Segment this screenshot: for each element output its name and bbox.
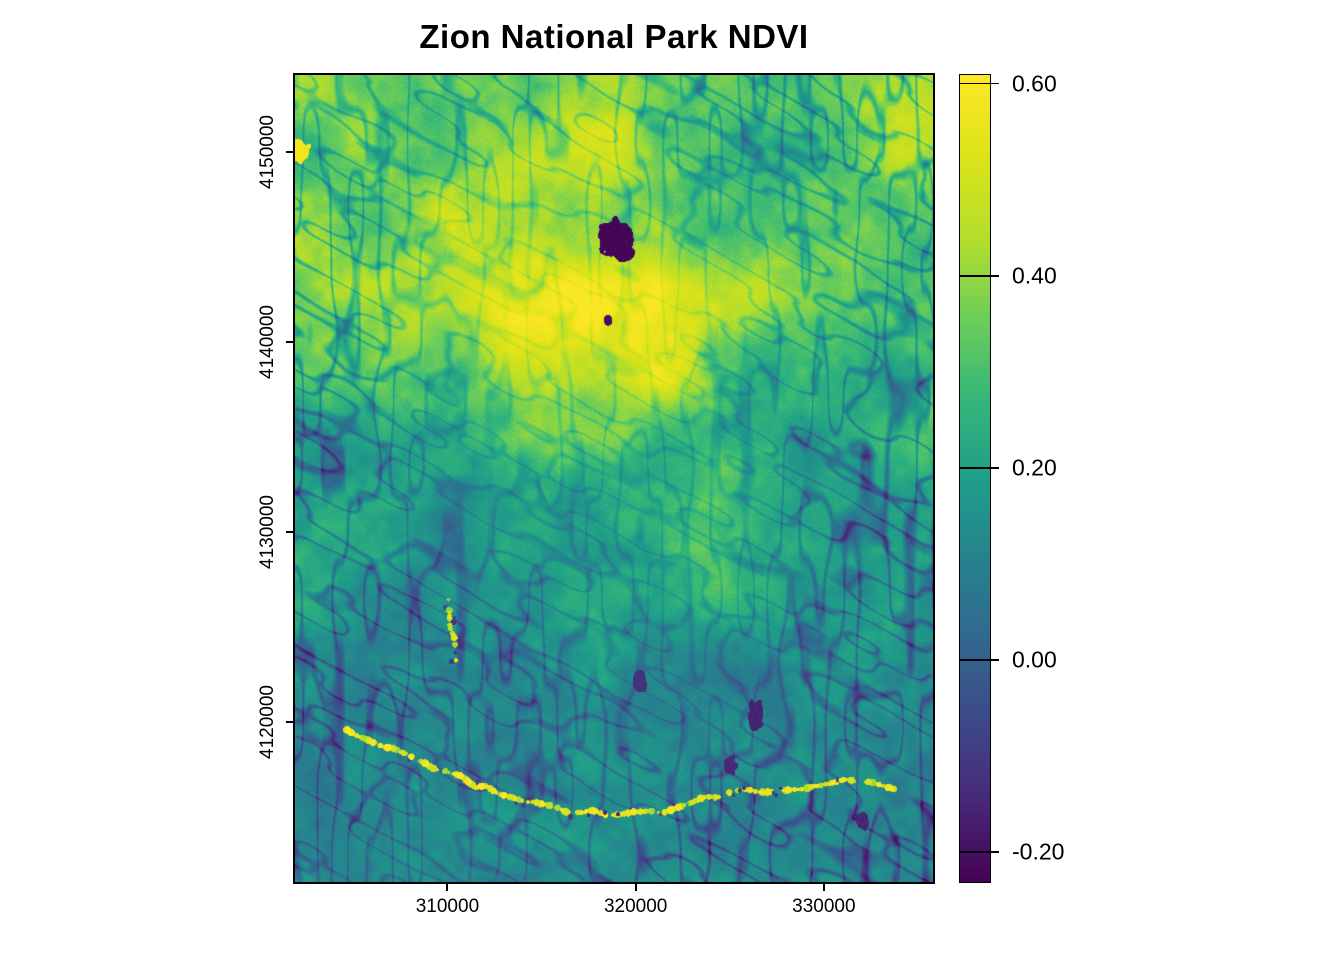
x-axis-tick [634,882,637,891]
y-axis-tick-label: 4120000 [257,685,278,760]
x-axis-tick [822,882,825,891]
x-axis-tick-label: 320000 [603,896,668,917]
y-axis-tick [286,721,295,724]
colorbar-tick-label: 0.00 [1012,646,1057,673]
colorbar-tick [990,467,999,469]
colorbar-tick [990,275,999,277]
y-axis-tick [286,150,295,153]
colorbar-tick [990,82,999,85]
y-axis-tick-label: 4150000 [257,115,278,189]
colorbar-segment-line [960,82,990,85]
colorbar [958,73,991,883]
colorbar-segment-line [960,467,990,469]
x-axis-tick-label: 310000 [415,896,480,917]
x-axis-tick-label: 330000 [792,896,856,917]
colorbar-gradient-canvas [959,74,990,882]
y-axis-tick-label: 4130000 [257,495,278,570]
ndvi-map-panel [293,73,935,884]
chart-title: Zion National Park NDVI [419,18,809,55]
y-axis-tick-label: 4140000 [257,305,278,380]
x-axis-tick [446,882,449,891]
colorbar-tick-label: 0.60 [1012,70,1057,97]
colorbar-tick-label: 0.20 [1012,454,1057,481]
colorbar-segment-line [960,851,990,853]
y-axis-tick [286,341,295,344]
colorbar-segment-line [960,659,990,661]
colorbar-tick-label: -0.20 [1012,838,1065,865]
colorbar-tick-label: 0.40 [1012,262,1057,289]
colorbar-segment-line [960,275,990,277]
y-axis-tick [286,531,295,534]
colorbar-tick [990,659,999,661]
ndvi-raster-canvas [295,75,933,882]
colorbar-tick [990,851,999,853]
